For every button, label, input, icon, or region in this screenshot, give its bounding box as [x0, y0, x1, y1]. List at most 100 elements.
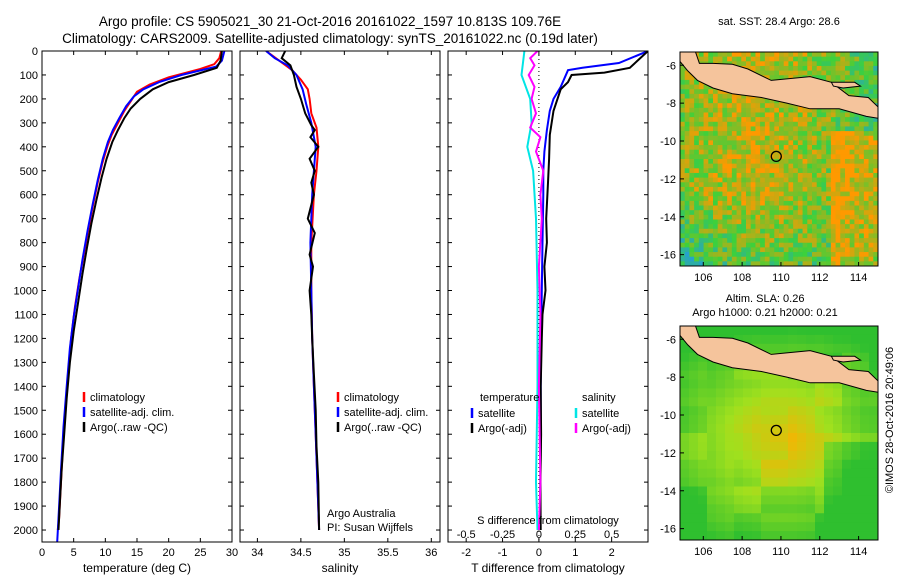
map-cell	[851, 406, 861, 416]
map-cell	[835, 186, 841, 193]
map-cell	[698, 238, 705, 244]
map-cell	[812, 135, 818, 141]
map-cell	[769, 149, 775, 155]
map-cell	[689, 219, 695, 225]
map-cell	[830, 219, 837, 225]
map-cell	[854, 75, 860, 81]
map-cell	[741, 149, 747, 155]
map-cell	[849, 126, 855, 132]
map-cell	[769, 121, 775, 127]
map-cell	[849, 238, 855, 244]
map-cell	[694, 117, 700, 123]
map-cell	[793, 117, 799, 123]
map-cell	[727, 214, 733, 220]
map-cell	[734, 406, 744, 416]
map-cell	[807, 172, 813, 179]
map-cell	[764, 252, 771, 258]
map-cell	[842, 406, 852, 416]
map-cell	[689, 224, 695, 230]
map-cell	[703, 242, 709, 248]
map-cell	[689, 352, 699, 363]
map-cell	[816, 117, 822, 123]
map-cell	[727, 154, 733, 160]
map-cell	[684, 228, 690, 234]
map-cell	[769, 52, 775, 58]
map-cell	[812, 131, 818, 137]
map-cell	[717, 210, 723, 216]
y-tick-label: 1100	[14, 309, 38, 321]
map-cell	[842, 397, 852, 407]
map-cell	[815, 406, 825, 416]
map-cell	[736, 191, 742, 197]
map-cell	[788, 522, 798, 532]
map-y-tick-label: -10	[660, 136, 676, 148]
map-cell	[743, 459, 753, 470]
map-cell	[713, 191, 719, 197]
map-cell	[835, 182, 841, 188]
legend-title-salinity: salinity	[582, 392, 616, 404]
map-cell	[698, 486, 708, 496]
map-cell	[684, 186, 690, 193]
map-cell	[779, 159, 785, 165]
map-cell	[698, 210, 705, 216]
map-cell	[863, 172, 870, 179]
land-java	[680, 326, 878, 393]
map-cell	[788, 379, 798, 389]
map-cell	[741, 219, 747, 225]
map-cell	[698, 242, 705, 248]
map-x-tick-label: 106	[694, 546, 712, 558]
map-cell	[769, 238, 775, 244]
map-cell	[760, 168, 766, 174]
map-cell	[854, 149, 860, 155]
map-cell	[684, 89, 690, 95]
map-cell	[689, 433, 699, 443]
map-cell	[824, 441, 834, 452]
map-cell	[830, 154, 837, 160]
map-cell	[807, 56, 813, 62]
map-cell	[849, 172, 855, 179]
map-cell	[774, 52, 780, 58]
map-cell	[849, 186, 855, 193]
map-cell	[797, 424, 807, 434]
map-cell	[802, 242, 808, 248]
map-cell	[849, 117, 855, 123]
map-cell	[788, 182, 794, 188]
map-cell	[731, 252, 738, 258]
map-cell	[869, 459, 878, 470]
map-x-tick-label: 106	[694, 272, 712, 284]
map-cell	[689, 196, 695, 202]
x-tick-label: -2	[461, 547, 471, 559]
map-cell	[826, 224, 832, 230]
map-cell	[774, 140, 780, 146]
map-cell	[680, 93, 686, 100]
map-cell	[793, 154, 799, 160]
map-cell	[755, 159, 761, 165]
map-cell	[689, 107, 695, 113]
map-cell	[863, 196, 870, 202]
map-cell	[793, 219, 799, 225]
map-cell	[750, 256, 756, 262]
map-cell	[824, 379, 834, 389]
map-cell	[713, 210, 719, 216]
map-cell	[788, 65, 794, 72]
map-cell	[845, 112, 851, 118]
map-cell	[812, 145, 818, 151]
map-cell	[816, 52, 822, 58]
map-cell	[694, 196, 700, 202]
map-cell	[731, 182, 738, 188]
map-cell	[826, 52, 832, 58]
map-cell	[722, 131, 728, 137]
map-cell	[860, 486, 870, 496]
map-cell	[869, 522, 878, 532]
map-cell	[731, 186, 738, 193]
map-cell	[840, 56, 846, 62]
map-cell	[788, 200, 794, 207]
map-cell	[851, 415, 861, 425]
map-cell	[725, 379, 735, 389]
map-cell	[868, 145, 874, 151]
map-cell	[689, 513, 699, 523]
map-cell	[821, 177, 827, 183]
map-cell	[713, 56, 719, 62]
map-cell	[849, 140, 855, 146]
